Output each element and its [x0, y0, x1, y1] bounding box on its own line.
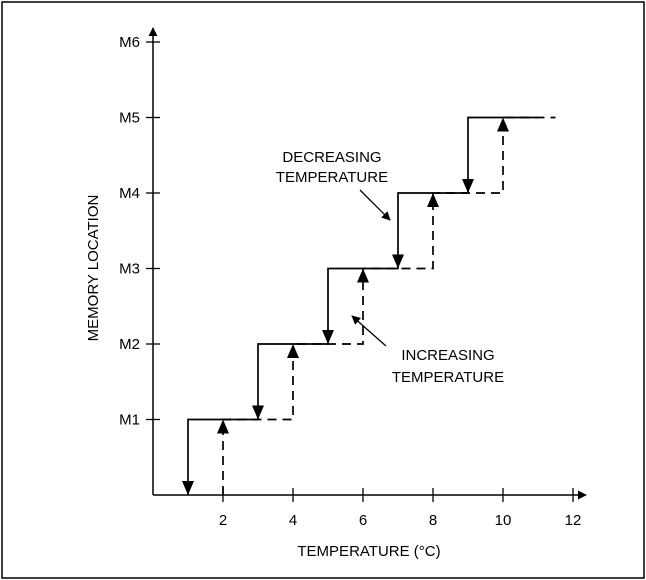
y-tick-label-M6: M6: [119, 34, 140, 51]
down-step-arrow: [182, 481, 194, 495]
x-tick-label-6: 6: [359, 512, 367, 529]
x-tick-label-4: 4: [289, 512, 297, 529]
y-tick-label-M3: M3: [119, 261, 140, 278]
annotation-decreasing-pointer: [359, 189, 391, 221]
annotation-decreasing: DECREASING TEMPERATURE: [276, 149, 391, 221]
x-ticks: 2 4 6 8 10 12: [219, 488, 582, 529]
solid-step-line: [187, 116, 538, 495]
up-step-arrow: [497, 117, 509, 132]
x-tick-label-2: 2: [219, 512, 227, 529]
annotation-decreasing-line-2: TEMPERATURE: [276, 169, 388, 186]
step-arrows: [182, 117, 509, 495]
x-tick-label-10: 10: [495, 512, 512, 529]
annotation-increasing-line-2: TEMPERATURE: [392, 369, 504, 386]
down-step-arrow: [392, 254, 404, 269]
y-ticks: M1 M2 M3 M4 M5 M6: [119, 34, 160, 429]
axes: [148, 27, 587, 500]
up-step-arrow: [427, 193, 439, 207]
y-tick-label-M1: M1: [119, 412, 140, 429]
y-tick-label-M2: M2: [119, 336, 140, 353]
annotation-increasing-pointer: [351, 315, 387, 347]
annotation-decreasing-line-1: DECREASING: [282, 149, 381, 166]
up-step-arrow: [217, 419, 229, 434]
x-tick-label-12: 12: [565, 512, 582, 529]
y-axis-label: MEMORY LOCATION: [85, 195, 102, 342]
down-step-arrow: [252, 405, 264, 420]
y-tick-label-M4: M4: [119, 185, 140, 202]
up-step-arrow: [287, 344, 299, 358]
annotation-increasing-line-1: INCREASING: [401, 347, 494, 364]
up-step-arrow: [357, 268, 369, 283]
down-step-arrow: [462, 179, 474, 193]
dashed-step-line: [222, 116, 556, 495]
x-tick-label-8: 8: [429, 512, 437, 529]
annotation-increasing: INCREASING TEMPERATURE: [351, 315, 504, 386]
y-tick-label-M5: M5: [119, 110, 140, 127]
x-axis-label: TEMPERATURE (°C): [297, 543, 440, 560]
down-step-arrow: [322, 330, 334, 344]
